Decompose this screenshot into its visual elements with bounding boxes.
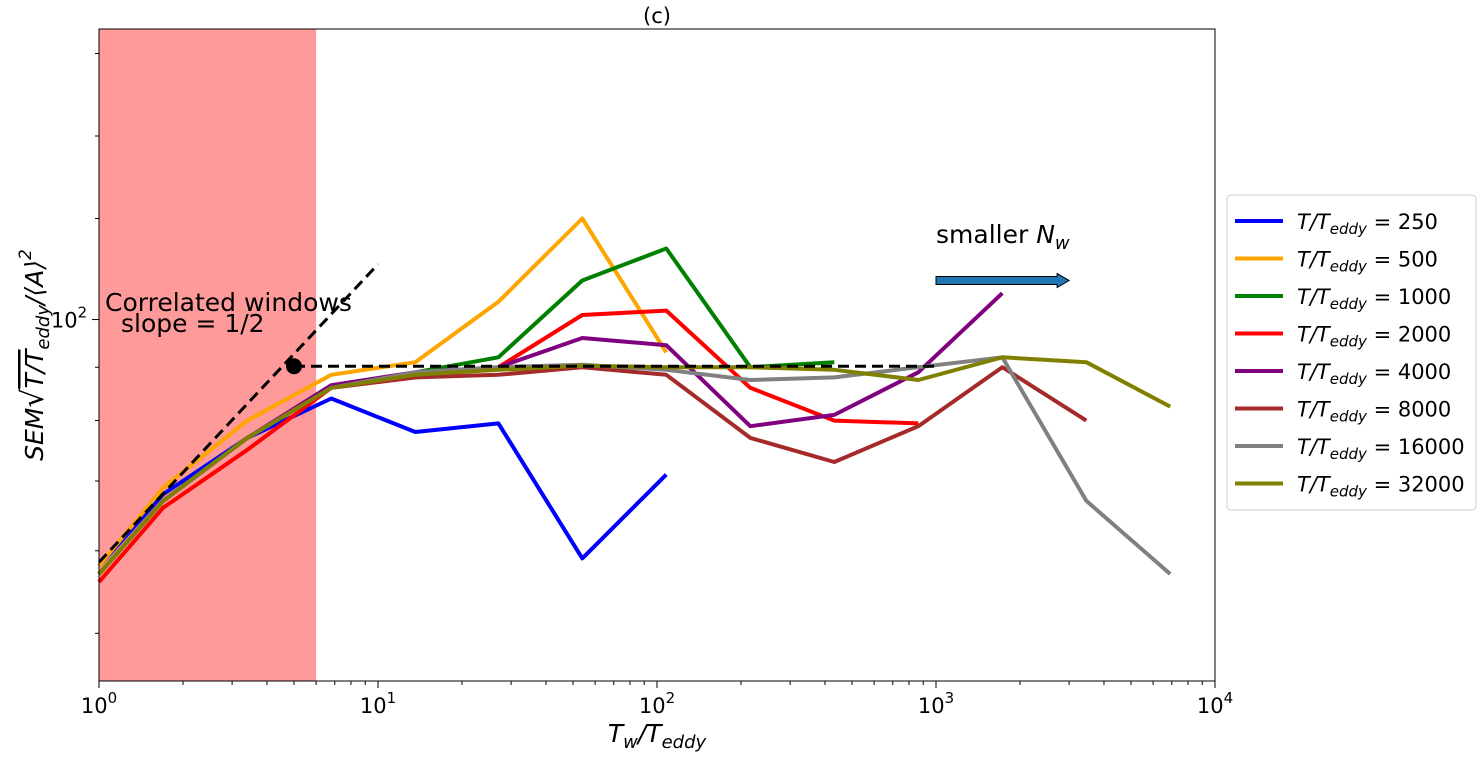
y-axis: 102: [51, 52, 99, 634]
legend-label-1000: T/Teddy = 1000: [1297, 285, 1451, 313]
legend-label-2000: T/Teddy = 2000: [1297, 323, 1451, 351]
legend: T/Teddy = 250 T/Teddy = 500 T/Teddy = 1000…: [1226, 194, 1477, 511]
legend-label-8000: T/Teddy = 8000: [1297, 398, 1451, 426]
marker-point: [286, 358, 303, 375]
y-axis-label: SEM√T/Teddy/⟨A⟩2: [16, 249, 54, 461]
reference-lines: [97, 263, 936, 564]
x-tick-label: 103: [918, 689, 954, 718]
legend-label-32000: T/Teddy = 32000: [1297, 473, 1465, 501]
arrow-shape: [935, 272, 1071, 289]
legend-label-500: T/Teddy = 500: [1297, 248, 1438, 276]
annotation-correlated-windows: Correlated windows: [105, 288, 352, 317]
x-tick-label: 101: [360, 689, 396, 718]
y-tick-label: 102: [51, 304, 87, 333]
x-axis: 100 101 102 103 104: [81, 681, 1233, 718]
legend-frame: [1226, 194, 1477, 511]
annotation-slope: slope = 1/2: [121, 309, 265, 338]
legend-entries: T/Teddy = 250 T/Teddy = 500 T/Teddy = 1000…: [1235, 210, 1465, 501]
legend-label-250: T/Teddy = 250: [1297, 210, 1438, 238]
series-line-250: [97, 396, 668, 568]
x-tick-label: 100: [81, 689, 117, 718]
x-tick-label: 104: [1197, 689, 1233, 718]
slope-line: [97, 263, 380, 564]
x-tick-label: 102: [639, 689, 675, 718]
legend-label-4000: T/Teddy = 4000: [1297, 360, 1451, 388]
annotation-smaller-nw: smaller Nw: [936, 220, 1070, 254]
legend-label-16000: T/Teddy = 16000: [1297, 435, 1465, 463]
series-line-500: [97, 216, 668, 568]
shaded-region: [99, 29, 317, 681]
x-axis-label: Tw/Teddy: [608, 719, 707, 753]
chart-title: (c): [643, 4, 671, 28]
svg-text:SEM√T/Teddy/⟨A⟩2: SEM√T/Teddy/⟨A⟩2: [16, 249, 54, 461]
